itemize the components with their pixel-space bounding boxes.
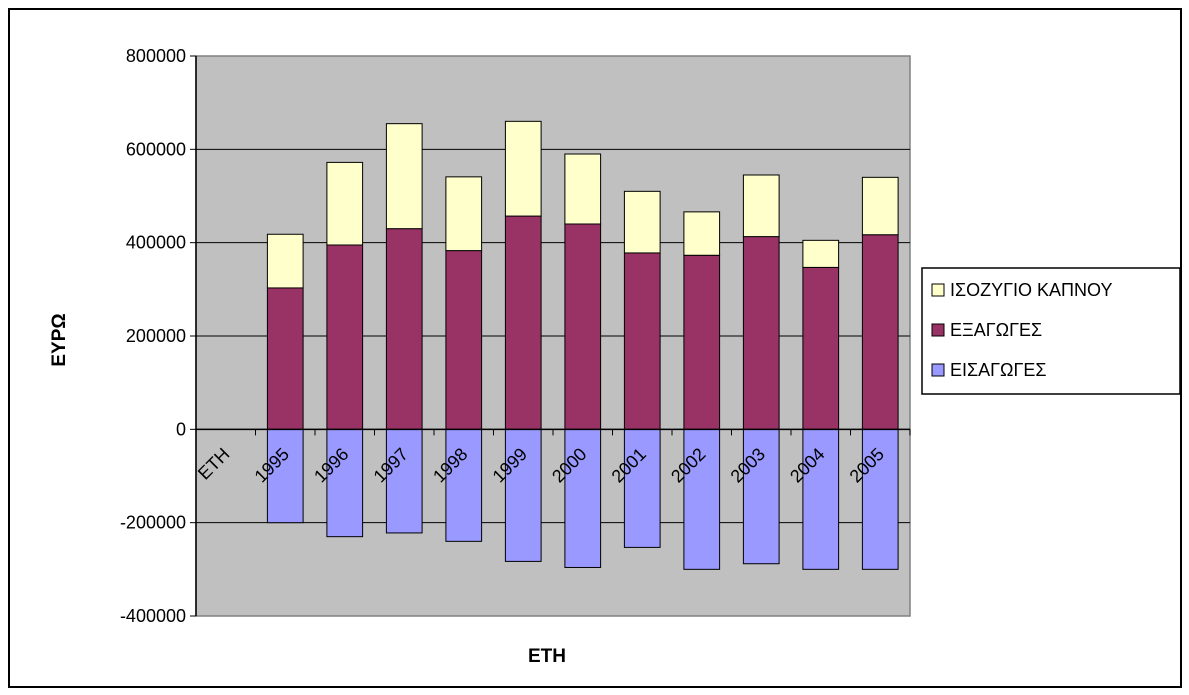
bar-segment [445,176,483,252]
bar-segment [683,428,721,570]
bar-segment [742,236,780,430]
bar-segment [266,233,304,289]
y-tick-label: -200000 [120,513,186,533]
bar-segment [504,120,542,217]
bar-segment [326,161,364,246]
bar-segment [683,254,721,430]
bar-segment [802,239,840,268]
legend-swatch [931,363,945,377]
bar-segment [385,428,423,534]
x-axis-title: ΕΤΗ [528,646,566,667]
bar-segment [504,428,542,562]
bar-segment [742,428,780,565]
bar-segment [326,428,364,538]
y-tick-label: 800000 [126,46,186,66]
bar-segment [623,428,661,548]
y-tick-label: 600000 [126,139,186,159]
bar-segment [504,215,542,430]
bar-segment [861,176,899,236]
bar-segment [445,250,483,430]
legend: ΙΣΟΖΥΓΙΟ ΚΑΠΝΟΥ ΕΞΑΓΩΓΕΣ ΕΙΣΑΓΩΓΕΣ [921,267,1181,395]
bar-segment [445,428,483,542]
plot-area [195,55,911,617]
bar-segment [385,123,423,230]
y-tick-label: 0 [176,419,186,439]
bar-segment [266,287,304,430]
chart-frame: 800000 600000 400000 200000 0 -200000 -400000 E… [8,8,1182,688]
bar-segment [564,428,602,568]
legend-swatch [931,283,945,297]
bars [266,120,899,570]
bar-segment [742,174,780,238]
legend-label: ΕΙΣΑΓΩΓΕΣ [950,360,1047,380]
legend-label: ΕΞΑΓΩΓΕΣ [950,320,1042,340]
y-axis-title: ΕΥΡΩ [49,313,70,366]
legend-label: ΙΣΟΖΥΓΙΟ ΚΑΠΝΟΥ [950,280,1112,300]
y-tick-label: -400000 [120,606,186,626]
bar-segment [861,428,899,570]
bar-segment [802,266,840,430]
bar-segment [564,153,602,225]
bar-segment [385,228,423,430]
bar-segment [623,190,661,254]
bar-segment [683,211,721,256]
chart-svg: 8000006000004000002000000-200000-400000E… [49,46,1181,667]
bar-segment [326,244,364,430]
legend-box [921,267,1181,395]
bar-segment [623,252,661,430]
y-tick-label: 400000 [126,233,186,253]
bar-segment [564,223,602,430]
legend-swatch [931,323,945,337]
bar-segment [802,428,840,570]
bar-segment [266,428,304,524]
y-tick-label: 200000 [126,326,186,346]
bar-segment [861,234,899,430]
